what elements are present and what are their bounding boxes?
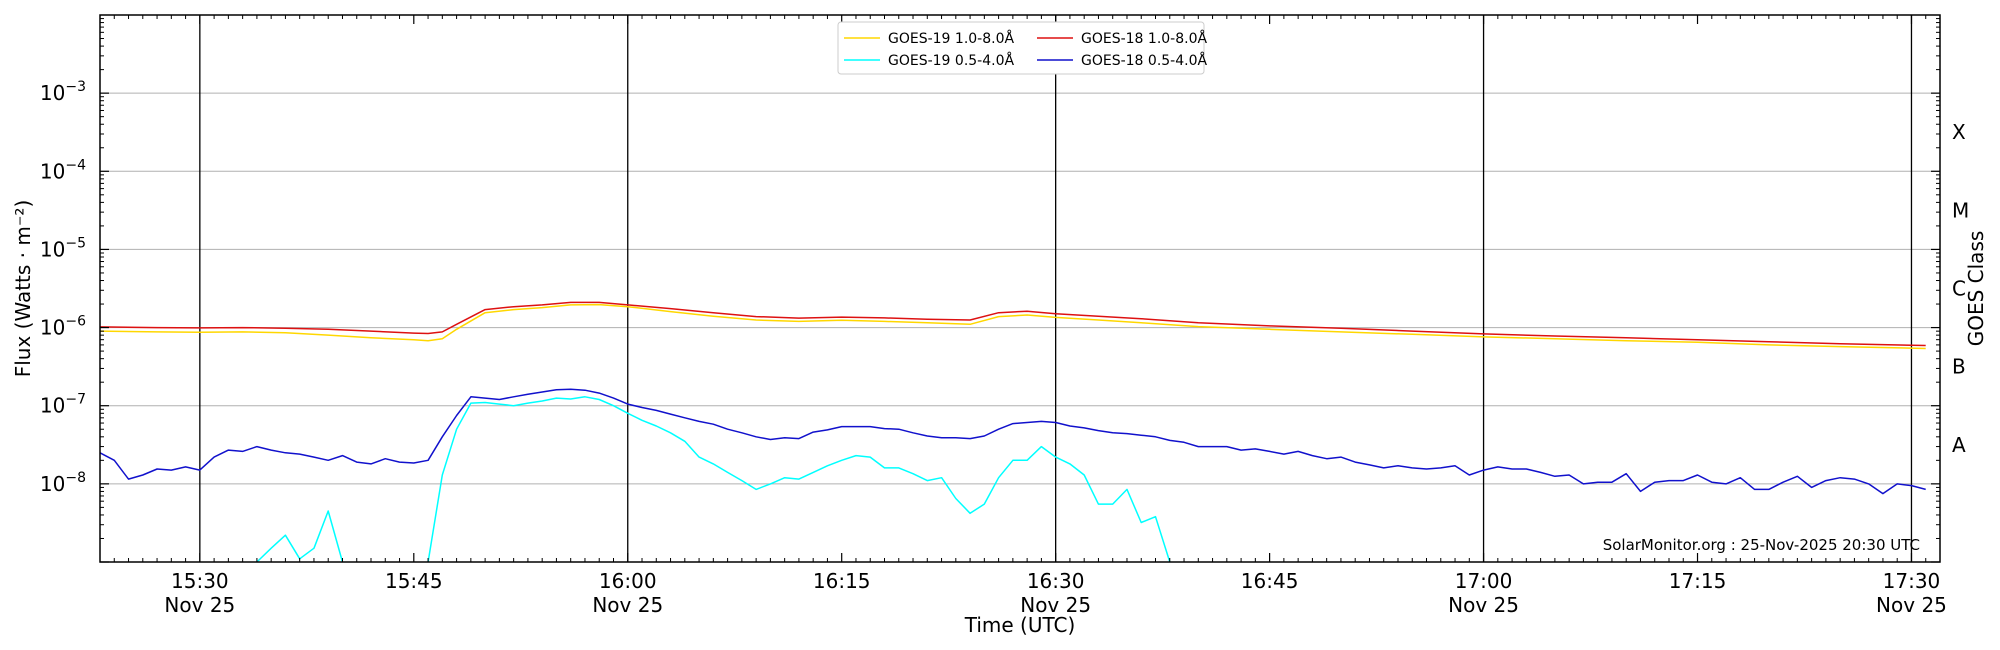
legend-label-1: GOES-18 1.0-8.0Å <box>1081 30 1207 47</box>
goes-class-B: B <box>1952 355 1966 379</box>
x-tick-label: 16:15 <box>813 569 871 593</box>
x-axis-title: Time (UTC) <box>964 613 1076 637</box>
x-tick-label: 15:30 <box>171 569 229 593</box>
axis-ticks <box>99 15 1941 563</box>
y-tick-label: 10−5 <box>40 235 86 261</box>
legend-box <box>837 21 1205 75</box>
x-tick-date-label: Nov 25 <box>164 593 235 617</box>
legend: GOES-19 1.0-8.0Å GOES-19 0.5-4.0Å GOES-18 … <box>837 21 1207 75</box>
x-tick-label: 16:00 <box>599 569 657 593</box>
series-line-1 <box>99 301 1926 347</box>
day-boundary-lines <box>199 15 1913 562</box>
grid-lines <box>100 92 1940 485</box>
flux-series <box>99 301 1926 563</box>
x-tick-label: 15:45 <box>385 569 443 593</box>
x-tick-date-label: Nov 25 <box>1448 593 1519 617</box>
x-tick-date-label: Nov 25 <box>1020 593 1091 617</box>
goes-class-M: M <box>1952 198 1969 222</box>
x-tick-label: 16:30 <box>1027 569 1085 593</box>
plot-frame <box>99 14 1941 563</box>
goes-class-axis-title: GOES Class <box>1964 231 1988 347</box>
y-axis-title: Flux (Watts · m⁻²) <box>11 200 35 378</box>
series-line-0 <box>99 303 1926 350</box>
y-tick-label: 10−8 <box>40 470 86 496</box>
x-tick-date-label: Nov 25 <box>592 593 663 617</box>
series-line-2 <box>427 396 1171 563</box>
goes-class-A: A <box>1952 433 1966 457</box>
goes-class-X: X <box>1952 120 1966 144</box>
x-tick-label: 17:00 <box>1455 569 1513 593</box>
y-tick-labels: 10−8 10−7 10−6 10−5 10−4 10−3 <box>40 79 86 496</box>
series-line-2 <box>256 510 344 563</box>
goes-class-labels: A B C M X <box>1952 120 1969 457</box>
x-tick-date-label: Nov 25 <box>1876 593 1947 617</box>
goes-class-C: C <box>1952 277 1966 301</box>
series-line-3 <box>99 388 1926 495</box>
legend-label-2: GOES-19 0.5-4.0Å <box>888 52 1014 69</box>
legend-label-0: GOES-19 1.0-8.0Å <box>888 30 1014 47</box>
y-tick-label: 10−6 <box>40 314 86 340</box>
legend-label-3: GOES-18 0.5-4.0Å <box>1081 52 1207 69</box>
credit-annotation: SolarMonitor.org : 25-Nov-2025 20:30 UTC <box>1603 536 1920 554</box>
y-tick-label: 10−4 <box>40 157 86 183</box>
x-tick-label: 17:15 <box>1669 569 1727 593</box>
x-tick-label: 16:45 <box>1241 569 1299 593</box>
y-tick-label: 10−3 <box>40 79 86 105</box>
y-tick-label: 10−7 <box>40 392 86 418</box>
x-tick-label: 17:30 <box>1883 569 1941 593</box>
